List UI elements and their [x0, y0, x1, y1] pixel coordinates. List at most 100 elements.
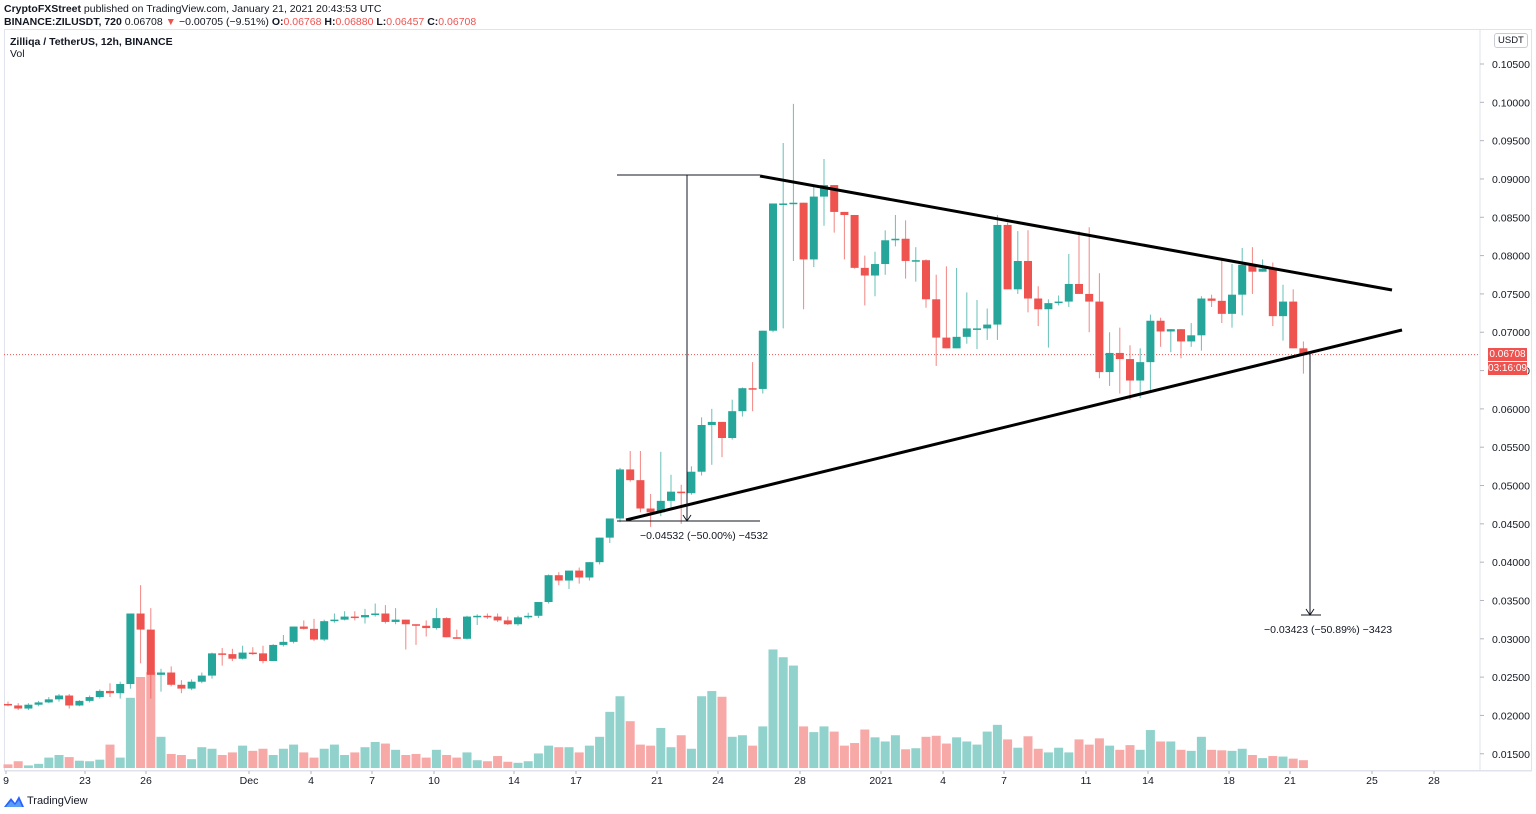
volume-bar [503, 761, 513, 768]
volume-bar [676, 735, 686, 768]
volume-bar [1288, 758, 1298, 768]
time-tick-label: Dec [240, 775, 259, 787]
candle-body [1156, 320, 1165, 332]
volume-bar [401, 755, 411, 768]
candle-body [391, 619, 400, 622]
candle-body [983, 324, 992, 329]
candle-body [932, 299, 941, 338]
volume-bar [54, 755, 64, 768]
candle-body [34, 702, 43, 705]
candle-body [962, 328, 971, 337]
time-tick-label: 17 [570, 775, 582, 787]
candle-body [1197, 298, 1206, 336]
symbol-ohlc-line: BINANCE:ZILUSDT, 720 0.06708 ▼ −0.00705 … [4, 16, 476, 28]
volume-bar [258, 748, 268, 768]
volume-bar [901, 749, 911, 768]
volume-bar [176, 755, 186, 768]
volume-bar [1043, 752, 1053, 768]
lower-trendline[interactable] [625, 328, 1403, 522]
volume-bar [686, 748, 696, 768]
price-tick-label: 0.02000 [1492, 710, 1530, 722]
close-value: 0.06708 [438, 16, 477, 28]
candle-body [4, 703, 12, 706]
candle-body [911, 260, 920, 262]
candle-body [789, 202, 798, 205]
candle-body [361, 615, 369, 618]
candle-body [106, 690, 114, 694]
volume-bar [1196, 736, 1206, 768]
candle-body [779, 203, 788, 205]
candle-body [299, 626, 308, 629]
volume-bar [727, 736, 737, 768]
volume-bar [1186, 750, 1196, 768]
arrow-down-icon [682, 514, 692, 522]
candle-body [432, 618, 441, 629]
volume-bar [44, 757, 54, 768]
volume-bar [1064, 752, 1074, 768]
tradingview-logo[interactable]: TradingView [4, 795, 88, 807]
upper-trendline[interactable] [759, 174, 1393, 292]
candle-body [157, 672, 165, 675]
publish-text: published on TradingView.com, January 21… [81, 3, 382, 15]
time-tick-label: 7 [369, 775, 375, 787]
price-tick-label: 0.07000 [1492, 327, 1530, 339]
volume-bar [666, 747, 676, 768]
volume-bar [278, 748, 288, 768]
volume-bar [544, 745, 554, 768]
candle-body [1248, 264, 1257, 272]
candle-body [269, 644, 278, 662]
volume-bar [238, 745, 248, 768]
candle-body [340, 616, 349, 620]
candle-body [952, 336, 961, 349]
candle-body [55, 695, 63, 700]
measure-label-2: −0.03423 (−50.89%) −3423 [1264, 624, 1392, 636]
candle-body [860, 267, 869, 276]
candle-body [616, 469, 624, 519]
volume-bar [584, 745, 594, 768]
volume-bar [595, 736, 605, 768]
candle-body [1064, 283, 1073, 302]
volume-bar [370, 742, 380, 768]
volume-bar [1217, 750, 1227, 768]
candle-body [1299, 348, 1308, 355]
volume-bar [85, 761, 95, 768]
candle-body [626, 469, 635, 481]
price-tick-label: 0.03500 [1492, 595, 1530, 607]
candle-body [177, 684, 186, 689]
volume-bar [605, 711, 615, 768]
candle-body [871, 264, 879, 276]
volume-bar [962, 741, 972, 768]
candle-body [24, 704, 33, 709]
candle-body [85, 697, 94, 701]
currency-unit-button[interactable]: USDT [1494, 33, 1528, 48]
volume-bar [1023, 736, 1033, 768]
candle-body [748, 388, 757, 390]
volume-bar [197, 747, 207, 768]
candle-body [1126, 359, 1134, 381]
candle-body [524, 615, 533, 618]
volume-bar [1135, 749, 1145, 768]
time-tick-label: 2021 [869, 775, 893, 787]
volume-bar [1013, 747, 1023, 768]
candle-body [769, 203, 777, 331]
time-tick-label: 26 [140, 775, 152, 787]
candle-body [259, 653, 267, 662]
candle-body [758, 330, 767, 389]
legend-volume: Vol [10, 48, 25, 60]
volume-bar [421, 757, 431, 768]
candle-body [1187, 335, 1196, 342]
candle-body [565, 570, 573, 581]
candle-body [1044, 303, 1053, 310]
candle-body [95, 690, 104, 698]
candle-body [1258, 268, 1267, 272]
price-tick-label: 0.01500 [1492, 749, 1530, 761]
volume-bar [1156, 741, 1166, 768]
price-change: −0.00705 (−9.51%) [179, 16, 269, 28]
candle-body [738, 388, 747, 412]
candle-body [534, 602, 543, 616]
volume-bar [758, 726, 768, 768]
volume-bar [340, 755, 350, 768]
volume-bar [1074, 739, 1084, 768]
volume-bar [737, 735, 747, 768]
